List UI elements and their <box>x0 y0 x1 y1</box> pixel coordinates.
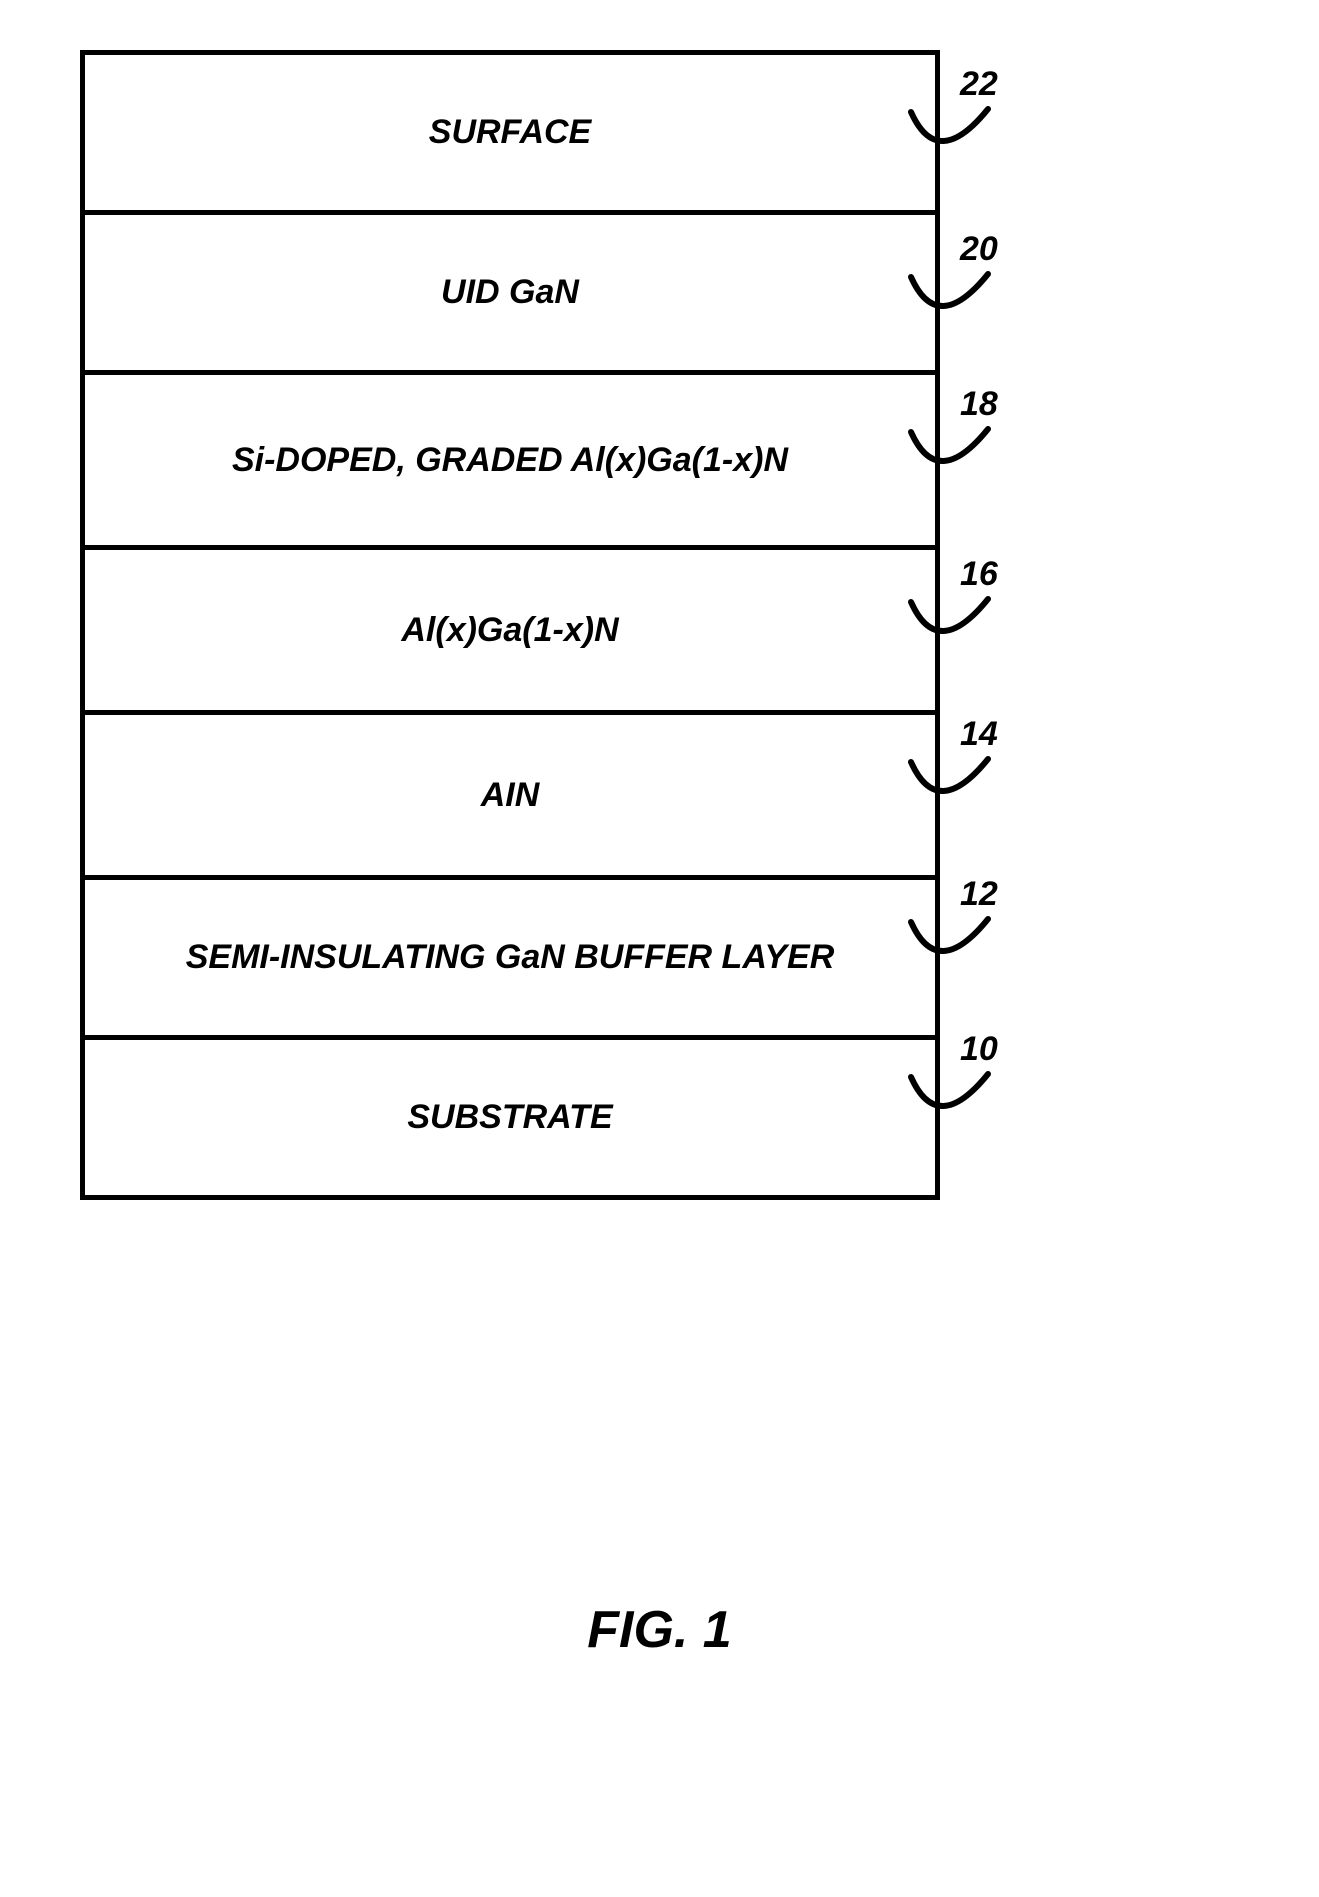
layer-3: Al(x)Ga(1-x)N <box>80 550 940 715</box>
layer-0: SURFACE <box>80 50 940 215</box>
ref-16: 16 <box>960 555 998 644</box>
layer-4: AIN <box>80 715 940 880</box>
ref-number-22: 22 <box>960 65 998 104</box>
ref-10: 10 <box>960 1030 998 1119</box>
ref-number-20: 20 <box>960 230 998 269</box>
figure-caption: FIG. 1 <box>587 1600 731 1660</box>
ref-curve-icon <box>906 269 996 319</box>
ref-curve-icon <box>906 914 996 964</box>
ref-curve-icon <box>906 1069 996 1119</box>
ref-20: 20 <box>960 230 998 319</box>
layer-stack: SURFACE UID GaN Si-DOPED, GRADED Al(x)Ga(1… <box>80 50 940 1200</box>
layer-5: SEMI-INSULATING GaN BUFFER LAYER <box>80 880 940 1040</box>
ref-number-12: 12 <box>960 875 998 914</box>
ref-curve-icon <box>906 754 996 804</box>
layer-label-3: Al(x)Ga(1-x)N <box>401 611 618 650</box>
ref-number-10: 10 <box>960 1030 998 1069</box>
ref-number-16: 16 <box>960 555 998 594</box>
ref-22: 22 <box>960 65 998 154</box>
layer-label-6: SUBSTRATE <box>407 1098 612 1137</box>
layer-6: SUBSTRATE <box>80 1040 940 1200</box>
ref-number-14: 14 <box>960 715 998 754</box>
layer-label-4: AIN <box>481 776 540 815</box>
ref-14: 14 <box>960 715 998 804</box>
layer-2: Si-DOPED, GRADED Al(x)Ga(1-x)N <box>80 375 940 550</box>
ref-number-18: 18 <box>960 385 998 424</box>
layer-label-2: Si-DOPED, GRADED Al(x)Ga(1-x)N <box>232 441 788 480</box>
ref-curve-icon <box>906 424 996 474</box>
ref-12: 12 <box>960 875 998 964</box>
ref-18: 18 <box>960 385 998 474</box>
layer-label-5: SEMI-INSULATING GaN BUFFER LAYER <box>186 938 835 977</box>
ref-curve-icon <box>906 104 996 154</box>
layer-label-1: UID GaN <box>441 273 579 312</box>
layer-1: UID GaN <box>80 215 940 375</box>
layer-label-0: SURFACE <box>429 113 591 152</box>
ref-curve-icon <box>906 594 996 644</box>
layer-diagram: SURFACE UID GaN Si-DOPED, GRADED Al(x)Ga(1… <box>80 50 1080 1200</box>
